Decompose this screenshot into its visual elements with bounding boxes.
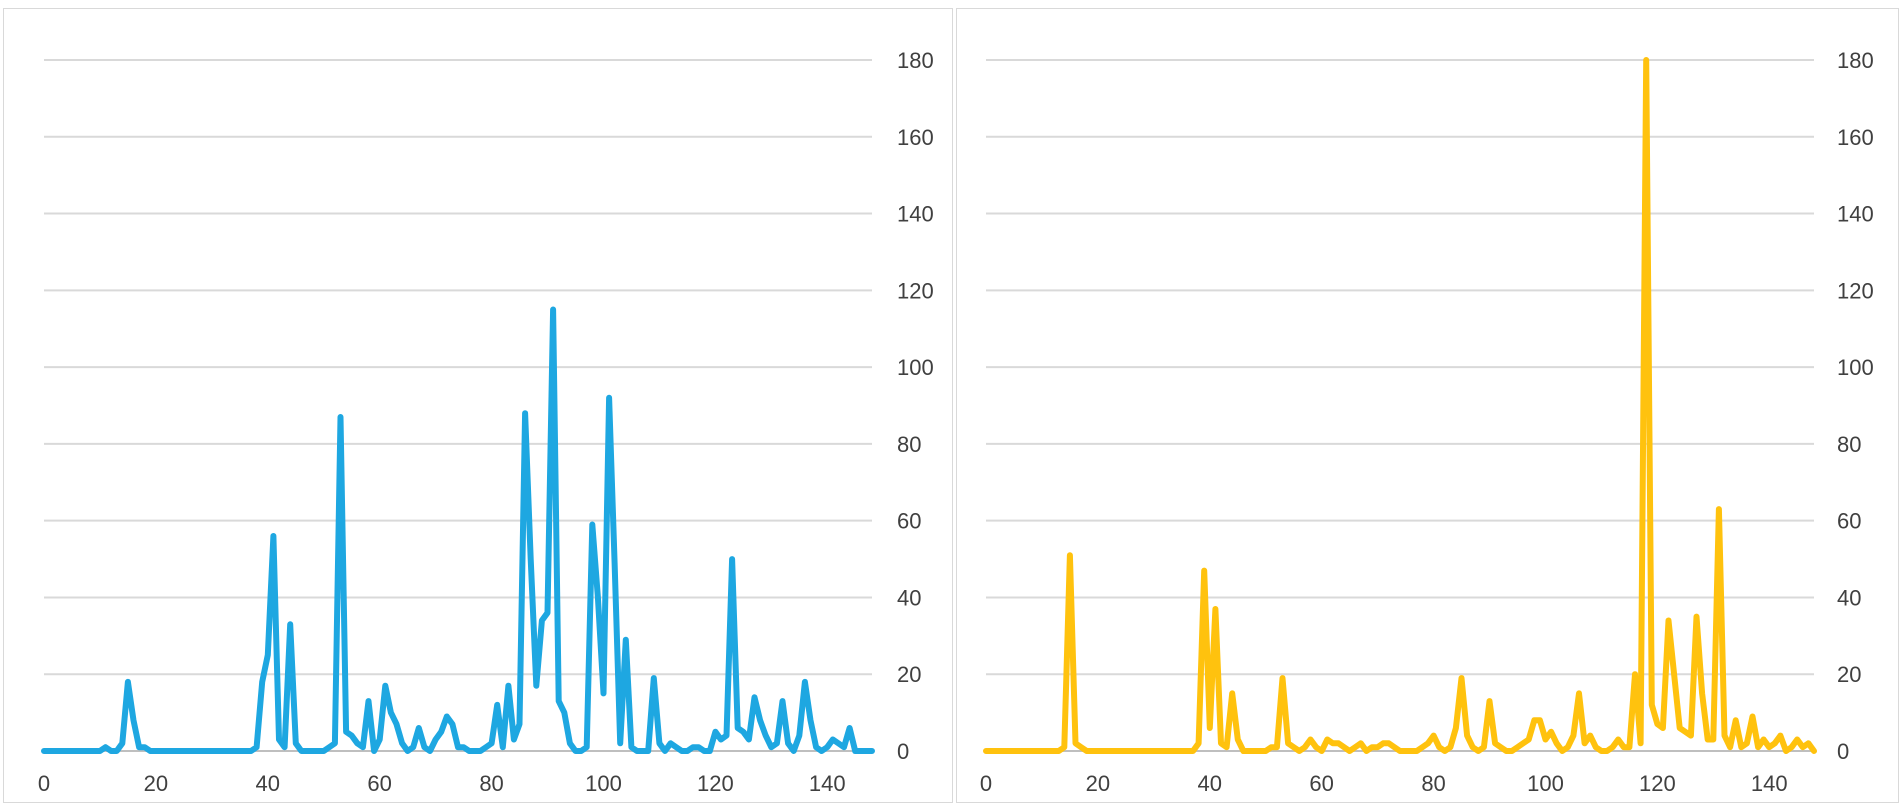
blue-line-chart: 0 20 40 60 80 100 120 140 160 180 0 20 40 60 80 100 120 1… [38, 48, 934, 796]
y-tick-label: 140 [897, 202, 934, 227]
series-line [41, 306, 875, 754]
y-tick-label: 0 [1837, 739, 1849, 764]
x-tick-label: 0 [38, 771, 50, 796]
y-tick-label: 120 [1837, 278, 1874, 303]
y-tick-label: 80 [897, 432, 921, 457]
y-tick-label: 40 [1837, 585, 1861, 610]
y-tick-label: 160 [1837, 125, 1874, 150]
x-tick-label: 0 [980, 771, 992, 796]
x-tick-label: 80 [479, 771, 503, 796]
y-tick-label: 120 [897, 278, 934, 303]
y-tick-label: 60 [1837, 509, 1861, 534]
x-tick-label: 80 [1421, 771, 1445, 796]
y-tick-label: 180 [1837, 48, 1874, 73]
x-tick-label: 120 [1639, 771, 1676, 796]
yellow-line-chart-panel: 0 20 40 60 80 100 120 140 160 180 0 20 40 60 80 100 120 1… [956, 8, 1899, 803]
x-tick-label: 100 [585, 771, 622, 796]
x-tick-label: 20 [1086, 771, 1110, 796]
y-tick-label: 140 [1837, 202, 1874, 227]
y-tick-label: 60 [897, 509, 921, 534]
y-tick-label: 20 [1837, 662, 1861, 687]
x-tick-label: 100 [1527, 771, 1564, 796]
y-tick-label: 100 [897, 355, 934, 380]
y-tick-label: 0 [897, 739, 909, 764]
y-tick-label: 40 [897, 585, 921, 610]
x-tick-label: 60 [1309, 771, 1333, 796]
x-tick-label: 20 [144, 771, 168, 796]
y-tick-label: 80 [1837, 432, 1861, 457]
yellow-line-chart: 0 20 40 60 80 100 120 140 160 180 0 20 40 60 80 100 120 1… [980, 48, 1874, 796]
blue-line-chart-panel: 0 20 40 60 80 100 120 140 160 180 0 20 40 60 80 100 120 1… [3, 8, 953, 803]
y-tick-label: 160 [897, 125, 934, 150]
x-tick-label: 40 [256, 771, 280, 796]
y-tick-label: 180 [897, 48, 934, 73]
x-tick-label: 60 [367, 771, 391, 796]
y-tick-label: 100 [1837, 355, 1874, 380]
x-tick-label: 140 [809, 771, 846, 796]
x-tick-label: 140 [1751, 771, 1788, 796]
y-tick-label: 20 [897, 662, 921, 687]
series-line [983, 57, 1817, 754]
x-tick-label: 120 [697, 771, 734, 796]
x-tick-label: 40 [1198, 771, 1222, 796]
